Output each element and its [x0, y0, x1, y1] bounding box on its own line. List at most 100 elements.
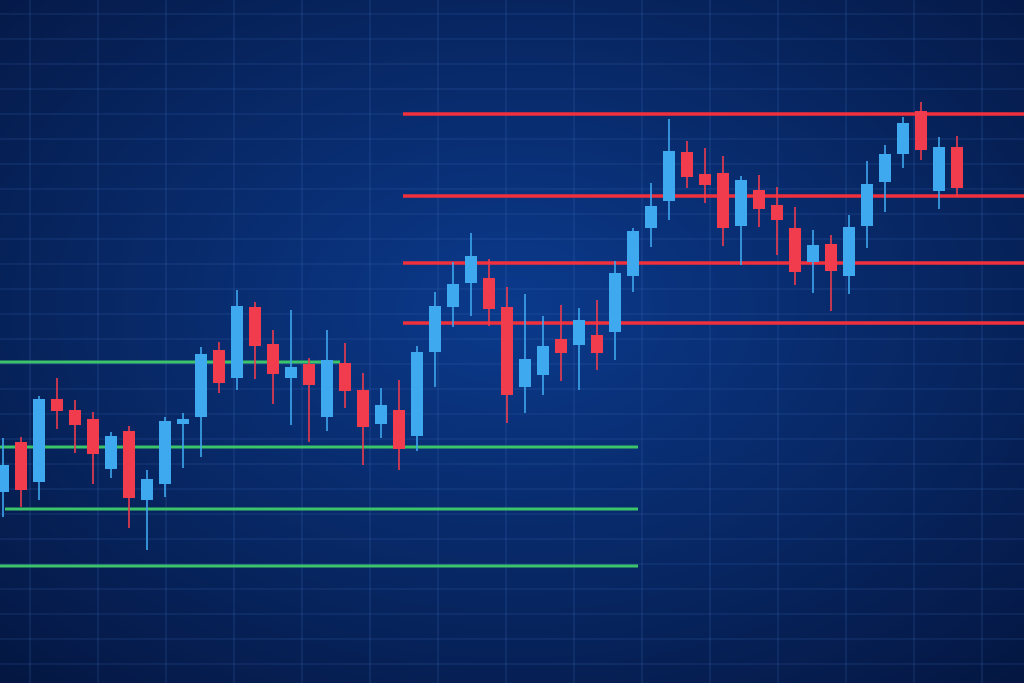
candle-down: [771, 187, 783, 255]
candle-body: [843, 227, 855, 276]
candle-body: [519, 359, 531, 387]
candle-up: [807, 230, 819, 293]
candle-up: [861, 161, 873, 248]
candle-up: [285, 310, 297, 425]
candle-down: [915, 102, 927, 160]
candle-down: [303, 358, 315, 442]
candle-up: [177, 413, 189, 468]
candle-up: [105, 432, 117, 478]
candle-up: [897, 117, 909, 168]
candle-up: [141, 470, 153, 550]
candle-body: [933, 147, 945, 191]
candle-body: [699, 174, 711, 185]
candle-down: [69, 400, 81, 453]
candle-down: [213, 342, 225, 393]
candle-body: [15, 442, 27, 490]
candle-body: [267, 344, 279, 374]
candle-body: [789, 228, 801, 272]
candle-body: [645, 206, 657, 228]
candle-body: [159, 421, 171, 484]
candle-down: [249, 302, 261, 379]
candle-down: [789, 207, 801, 285]
candle-body: [609, 273, 621, 332]
candle-up: [879, 145, 891, 212]
candle-body: [375, 405, 387, 424]
candle-body: [771, 205, 783, 220]
candle-body: [51, 399, 63, 411]
candle-body: [825, 244, 837, 271]
candle-body: [105, 436, 117, 469]
candle-up: [447, 262, 459, 327]
candle-up: [195, 347, 207, 457]
candle-body: [213, 350, 225, 383]
candle-down: [87, 412, 99, 484]
candle-body: [33, 399, 45, 482]
candle-up: [609, 261, 621, 360]
candle-down: [717, 156, 729, 246]
candle-body: [555, 339, 567, 353]
candle-down: [267, 330, 279, 404]
candle-body: [663, 151, 675, 201]
candle-down: [393, 380, 405, 470]
candle-body: [951, 147, 963, 188]
candle-body: [681, 152, 693, 177]
candle-down: [15, 437, 27, 507]
candle-body: [177, 419, 189, 424]
candle-body: [915, 111, 927, 150]
candle-up: [0, 438, 9, 517]
candle-body: [897, 123, 909, 154]
candle-down: [825, 235, 837, 311]
candle-up: [411, 346, 423, 451]
candle-up: [933, 137, 945, 209]
candle-body: [303, 364, 315, 385]
candle-body: [123, 431, 135, 498]
candle-up: [735, 176, 747, 265]
candle-down: [591, 300, 603, 370]
candle-up: [321, 330, 333, 431]
candle-up: [645, 183, 657, 247]
candle-down: [339, 343, 351, 408]
candle-body: [87, 419, 99, 454]
candle-body: [879, 154, 891, 182]
candle-body: [339, 363, 351, 391]
candle-body: [465, 256, 477, 283]
candle-body: [429, 306, 441, 352]
candle-up: [375, 388, 387, 438]
candle-down: [951, 136, 963, 197]
candle-body: [411, 352, 423, 436]
candle-up: [231, 290, 243, 390]
candle-up: [537, 316, 549, 395]
candle-body: [0, 465, 9, 492]
candle-up: [33, 396, 45, 500]
candle-body: [483, 278, 495, 309]
candle-body: [69, 410, 81, 425]
candle-up: [843, 215, 855, 294]
candle-up: [663, 119, 675, 220]
candle-up: [159, 417, 171, 497]
candles: [0, 102, 963, 550]
candle-body: [195, 354, 207, 417]
candle-down: [501, 287, 513, 423]
candle-body: [627, 231, 639, 276]
candle-down: [51, 378, 63, 429]
candle-up: [465, 233, 477, 316]
candle-down: [555, 305, 567, 381]
candle-body: [249, 307, 261, 346]
candle-body: [141, 479, 153, 500]
candle-down: [681, 141, 693, 188]
candle-body: [357, 390, 369, 427]
candle-body: [231, 306, 243, 378]
candle-body: [753, 190, 765, 209]
candle-down: [753, 175, 765, 227]
candle-up: [429, 292, 441, 387]
candle-down: [483, 259, 495, 326]
candle-up: [627, 228, 639, 292]
candle-down: [699, 148, 711, 203]
candle-body: [807, 245, 819, 262]
candle-body: [717, 173, 729, 228]
candle-body: [591, 335, 603, 353]
candle-body: [735, 180, 747, 226]
candle-body: [501, 307, 513, 395]
candle-body: [321, 360, 333, 417]
